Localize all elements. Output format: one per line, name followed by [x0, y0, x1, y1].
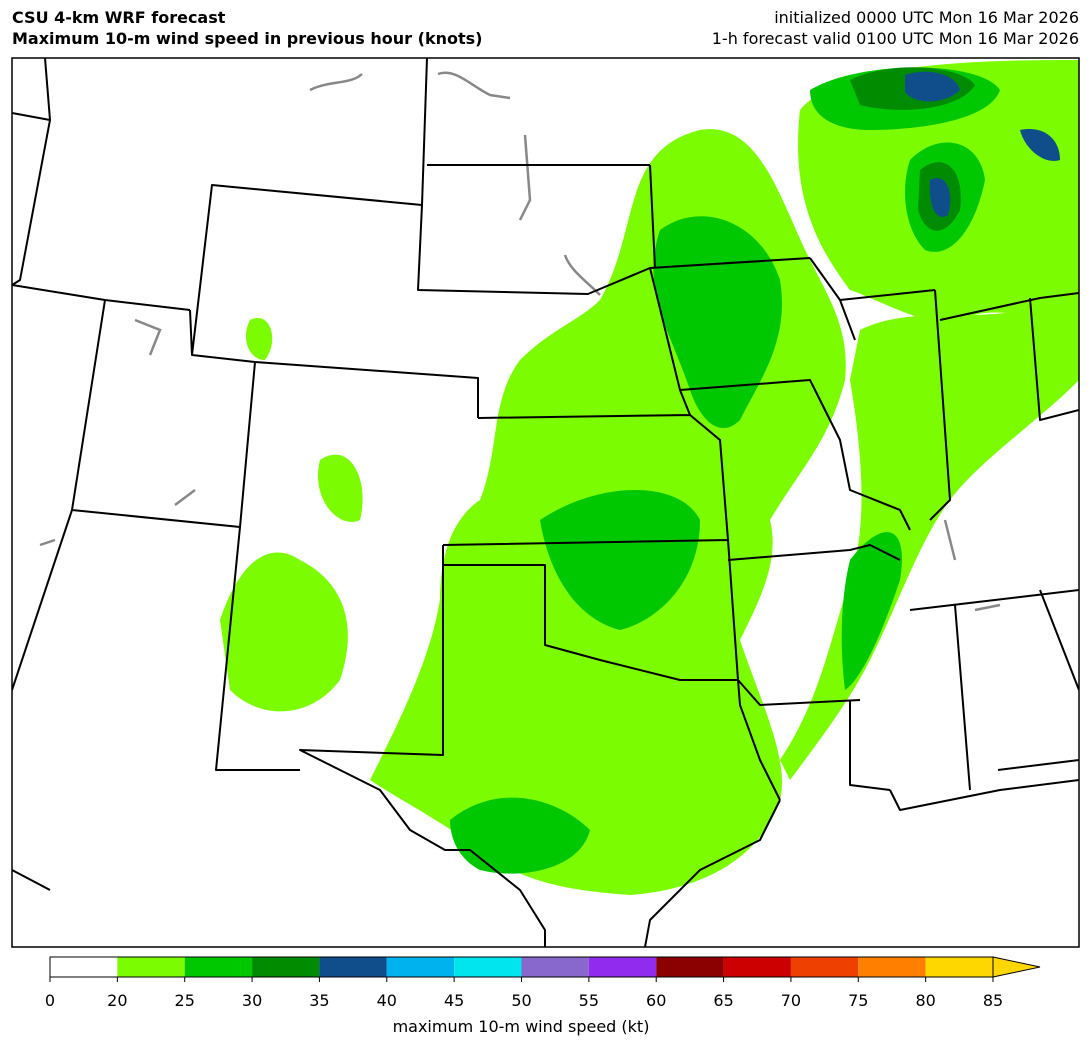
- colorbar-tick-label: 65: [713, 991, 733, 1010]
- colorbar-segment: [858, 957, 926, 977]
- colorbar-segment: [521, 957, 589, 977]
- colorbar-tick-label: 0: [45, 991, 55, 1010]
- colorbar-segment: [184, 957, 253, 977]
- colorbar-tick-label: 25: [175, 991, 195, 1010]
- colorbar-tick-label: 75: [848, 991, 868, 1010]
- colorbar-tick-label: 45: [444, 991, 464, 1010]
- title-line-2: Maximum 10-m wind speed in previous hour…: [12, 29, 482, 48]
- colorbar-segment: [319, 957, 387, 977]
- colorbar-tick-label: 85: [983, 991, 1003, 1010]
- colorbar-label: maximum 10-m wind speed (kt): [393, 1017, 650, 1036]
- colorbar-segment: [723, 957, 791, 977]
- colorbar-segment: [117, 957, 185, 977]
- map-frame: [11, 57, 1080, 948]
- colorbar-tick-label: 60: [646, 991, 666, 1010]
- colorbar-tick-label: 30: [242, 991, 262, 1010]
- valid-time: 1-h forecast valid 0100 UTC Mon 16 Mar 2…: [712, 29, 1079, 48]
- colorbar-segment: [588, 957, 657, 977]
- init-time: initialized 0000 UTC Mon 16 Mar 2026: [774, 8, 1079, 27]
- colorbar: 0 20 25 30 35 40 45 50 55 60 65 70 75 80 85: [45, 956, 1041, 1010]
- colorbar-segment: [252, 957, 320, 977]
- colorbar-segment: [656, 957, 724, 977]
- colorbar-extension: [992, 956, 1041, 978]
- colorbar-segment: [50, 957, 118, 977]
- map: [11, 57, 1080, 948]
- title-line-1: CSU 4-km WRF forecast: [12, 8, 226, 27]
- colorbar-segment: [925, 957, 993, 977]
- colorbar-tick-label: 55: [579, 991, 599, 1010]
- colorbar-segment: [386, 957, 455, 977]
- colorbar-tick-label: 50: [511, 991, 531, 1010]
- colorbar-tick-label: 20: [107, 991, 127, 1010]
- colorbar-segment: [454, 957, 522, 977]
- colorbar-tick-label: 40: [377, 991, 397, 1010]
- colorbar-tick-label: 80: [915, 991, 935, 1010]
- colorbar-tick-label: 70: [781, 991, 801, 1010]
- colorbar-tick-label: 35: [309, 991, 329, 1010]
- colorbar-segment: [790, 957, 859, 977]
